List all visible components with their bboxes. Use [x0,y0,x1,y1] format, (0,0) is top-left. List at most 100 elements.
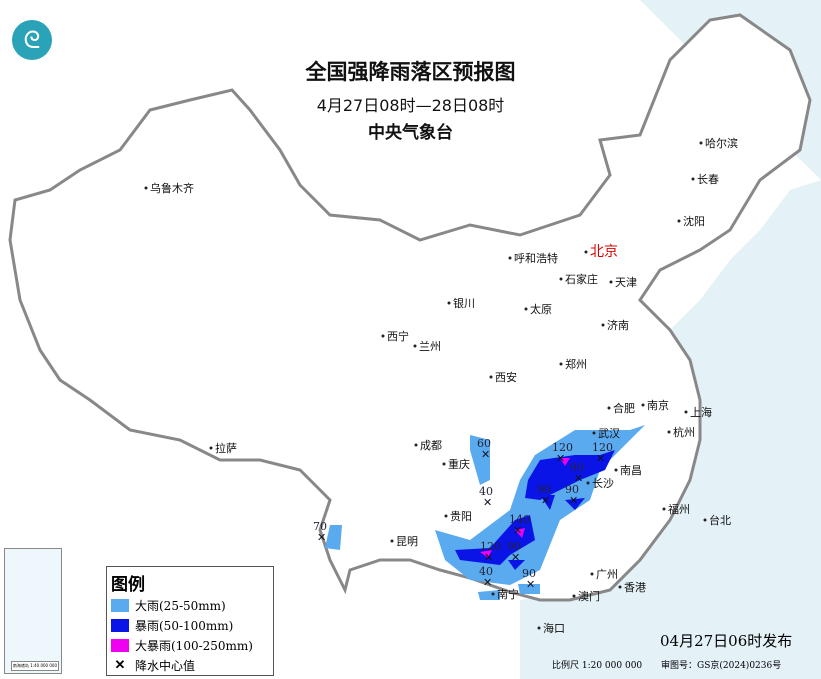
city-label: 广州 [596,568,618,581]
rain-center-value: 70 [313,520,327,533]
city-label: 拉萨 [215,441,237,455]
city-label: 成都 [420,439,442,452]
rain-center-value: 60 [477,437,491,450]
rain-center-value: 120 [552,441,573,454]
city-dot [442,462,446,466]
city-label: 重庆 [448,457,470,471]
city-dot [667,430,671,434]
city-label: 贵阳 [450,510,472,523]
x-mark-icon: ✕ [513,524,522,537]
rain-center-value: 90 [565,483,579,496]
city-label: 乌鲁木齐 [150,181,194,195]
city-dot [703,518,707,522]
legend-label: 降水中心值 [135,658,196,673]
city-label: 昆明 [396,535,418,548]
city-label: 南宁 [497,587,519,601]
city-label: 太原 [530,303,552,316]
city-label: 石家庄 [565,272,598,286]
city-dot [584,250,588,254]
city-dot [677,219,681,223]
city-label: 上海 [690,405,712,419]
city-dot [590,572,594,576]
city-label: 南昌 [620,464,642,477]
city-dot [691,177,695,181]
legend-label: 大雨(25-50mm) [135,598,226,613]
x-mark-icon: ✕ [481,448,490,461]
legend-item-center: ✕ 降水中心值 [111,655,273,675]
city-dot [413,344,417,348]
city-dot [209,446,213,450]
scale: 比例尺 1:20 000 000 [552,661,643,671]
x-mark-icon: ✕ [483,496,492,509]
city-dot [618,585,622,589]
legend-item-heavy-rain: 大雨(25-50mm) [111,595,273,615]
city-dot [684,410,688,414]
rain-center-value: 120 [592,441,613,454]
legend-label: 暴雨(50-100mm) [135,618,234,633]
city-label: 海口 [543,621,565,635]
city-dot [614,468,618,472]
city-label: 兰州 [419,340,441,353]
heavy-rain-area [470,435,490,485]
city-label: 澳门 [578,589,600,603]
city-label: 哈尔滨 [705,136,738,150]
rain-center-value: 140 [509,513,530,526]
city-dot [489,375,493,379]
city-dot [144,186,148,190]
city-label: 郑州 [565,357,587,371]
city-label: 长沙 [592,477,614,490]
legend-item-torrential: 大暴雨(100-250mm) [111,635,273,655]
city-label: 呼和浩特 [514,251,558,265]
x-mark-icon: ✕ [483,576,492,589]
rain-center-value: 90 [507,540,521,553]
city-dot [381,334,385,338]
city-label: 武汉 [598,427,620,440]
x-mark-icon: ✕ [114,657,126,673]
city-label: 银川 [453,296,475,310]
city-dot [607,406,611,410]
rain-center-value: 90 [522,567,536,580]
x-mark-icon: ✕ [569,494,578,507]
city-label: 杭州 [673,425,695,439]
x-mark-icon: ✕ [541,494,550,507]
rain-center-value: 90 [570,461,584,474]
city-label: 合肥 [613,401,635,415]
city-dot [559,362,563,366]
city-dot [609,280,613,284]
city-dot [390,539,394,543]
x-mark-icon: ✕ [526,578,535,591]
heavy-rain-area [325,525,342,550]
city-label: 西安 [495,370,517,384]
city-dot [572,594,576,598]
inset-label: 南海诸岛 1:40 000 000 [10,661,59,671]
city-dot [524,307,528,311]
city-dot [508,256,512,260]
heavy-rain-area [478,584,540,600]
city-label: 长春 [697,173,719,186]
footer: 比例尺 1:20 000 000 审图号：GS京(2024)0236号 [552,658,797,671]
city-dot [641,403,645,407]
legend-title: 图例 [111,575,145,595]
city-dot [491,592,495,596]
x-mark-icon: ✕ [574,472,583,485]
rain-center-value: 120 [480,540,501,553]
city-dot [444,514,448,518]
x-mark-icon: ✕ [596,452,605,465]
city-dot [601,323,605,327]
city-label: 沈阳 [683,214,705,228]
city-label: 北京 [590,244,618,260]
agency: 中央气象台 [368,123,453,143]
cma-logo-icon: ᘓ [12,20,52,60]
city-label: 西宁 [387,329,409,343]
x-mark-icon: ✕ [556,452,565,465]
city-dot [586,481,590,485]
city-label: 香港 [624,581,646,594]
rainstorm-area [525,450,615,500]
city-label: 台北 [709,513,731,527]
legend: 图例 大雨(25-50mm) 暴雨(50-100mm) 大暴雨(100-250m… [106,566,274,676]
forecast-period: 4月27日08时—28日08时 [316,96,505,115]
city-dot [662,507,666,511]
x-mark-icon: ✕ [317,531,326,544]
x-mark-icon: ✕ [484,551,493,564]
